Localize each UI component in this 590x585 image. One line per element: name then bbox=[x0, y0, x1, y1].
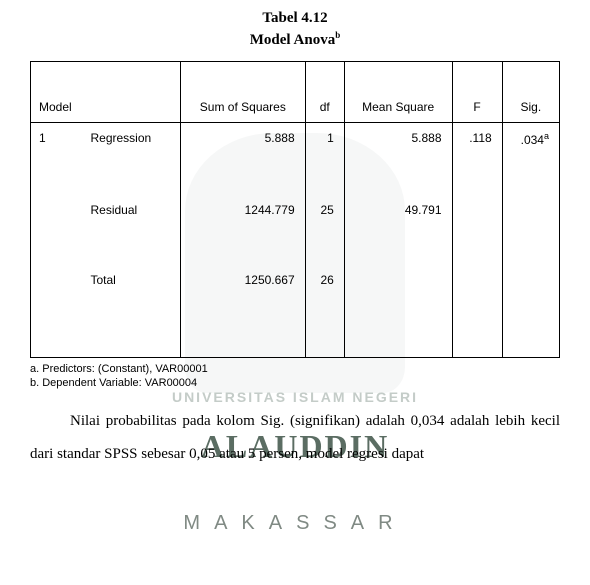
col-ms: Mean Square bbox=[344, 62, 452, 123]
cell-sos: 1250.667 bbox=[181, 265, 306, 358]
col-df: df bbox=[305, 62, 344, 123]
cell-ms: 49.791 bbox=[344, 195, 452, 265]
cell-label: Regression bbox=[71, 123, 181, 196]
cell-df: 26 bbox=[305, 265, 344, 358]
body-paragraph: Nilai probabilitas pada kolom Sig. (sign… bbox=[30, 405, 560, 471]
page-content: Tabel 4.12 Model Anovab Model Sum of Squ… bbox=[0, 0, 590, 471]
cell-sig bbox=[502, 195, 559, 265]
table-row: Total 1250.667 26 bbox=[31, 265, 560, 358]
cell-sig bbox=[502, 265, 559, 358]
footnote-b: b. Dependent Variable: VAR00004 bbox=[30, 376, 560, 390]
table-footnotes: a. Predictors: (Constant), VAR00001 b. D… bbox=[30, 362, 560, 391]
watermark-line3: MAKASSAR bbox=[183, 512, 406, 535]
cell-f: .118 bbox=[452, 123, 502, 196]
col-model: Model bbox=[31, 62, 181, 123]
cell-modelno bbox=[31, 265, 71, 358]
anova-table: Model Sum of Squares df Mean Square F Si… bbox=[30, 61, 560, 358]
table-row: 1 Regression 5.888 1 5.888 .118 .034a bbox=[31, 123, 560, 196]
cell-f bbox=[452, 195, 502, 265]
table-title: Tabel 4.12 Model Anovab bbox=[30, 8, 560, 51]
cell-label: Total bbox=[71, 265, 181, 358]
cell-df: 25 bbox=[305, 195, 344, 265]
cell-modelno bbox=[31, 195, 71, 265]
table-row: Residual 1244.779 25 49.791 bbox=[31, 195, 560, 265]
col-sos: Sum of Squares bbox=[181, 62, 306, 123]
cell-df: 1 bbox=[305, 123, 344, 196]
cell-sig: .034a bbox=[502, 123, 559, 196]
cell-ms bbox=[344, 265, 452, 358]
title-line2: Model Anovab bbox=[30, 29, 560, 51]
cell-modelno: 1 bbox=[31, 123, 71, 196]
footnote-a: a. Predictors: (Constant), VAR00001 bbox=[30, 362, 560, 376]
col-f: F bbox=[452, 62, 502, 123]
cell-f bbox=[452, 265, 502, 358]
cell-label: Residual bbox=[71, 195, 181, 265]
table-header-row: Model Sum of Squares df Mean Square F Si… bbox=[31, 62, 560, 123]
col-sig: Sig. bbox=[502, 62, 559, 123]
cell-ms: 5.888 bbox=[344, 123, 452, 196]
title-line1: Tabel 4.12 bbox=[30, 8, 560, 29]
cell-sos: 5.888 bbox=[181, 123, 306, 196]
cell-sos: 1244.779 bbox=[181, 195, 306, 265]
